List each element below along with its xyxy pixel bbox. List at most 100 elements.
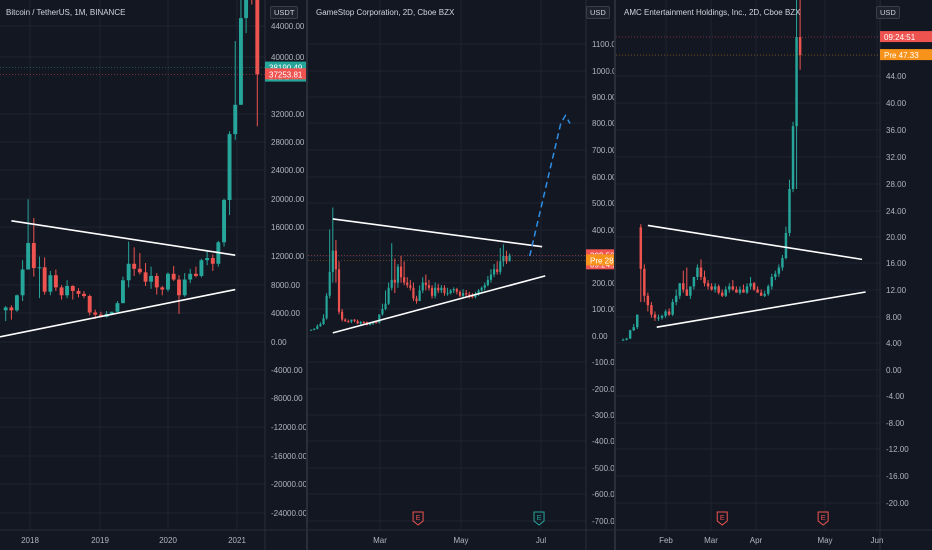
candle-body xyxy=(731,286,735,290)
candle-body xyxy=(149,275,154,282)
candle-body xyxy=(446,293,449,295)
candle-body xyxy=(350,319,353,322)
price-tag-label: Pre 283.50 xyxy=(590,256,614,265)
candle-body xyxy=(424,282,427,286)
candle-body xyxy=(434,287,437,296)
pane-divider[interactable] xyxy=(306,0,308,550)
candle-body xyxy=(65,285,70,296)
candle-body xyxy=(437,287,440,291)
candle-body xyxy=(713,286,717,290)
candle-body xyxy=(752,283,756,290)
y-tick-label: 20.00 xyxy=(886,233,907,242)
chart-canvas-gme[interactable]: 1100.00 1000.00 900.00 800.00 700.00 600.00 50… xyxy=(308,0,614,550)
candle-body xyxy=(646,295,650,306)
trendline xyxy=(0,288,236,338)
candle-body xyxy=(26,243,31,270)
currency-badge-gme[interactable]: USD xyxy=(586,6,610,19)
price-tag-bg xyxy=(880,31,932,43)
candle-body xyxy=(508,255,511,262)
candle-body xyxy=(109,311,114,314)
candle-body xyxy=(387,287,390,304)
candle-body xyxy=(98,314,103,317)
candle-body xyxy=(359,321,362,324)
candle-body xyxy=(353,319,356,321)
x-tick-label: 2018 xyxy=(21,536,39,545)
y-tick-label: -8000.00 xyxy=(271,394,303,403)
y-tick-label: 700.00 xyxy=(592,146,614,155)
y-tick-label: 800.00 xyxy=(592,119,614,128)
candle-body xyxy=(316,326,319,329)
earnings-event-icon xyxy=(412,511,424,526)
candle-body xyxy=(671,302,674,315)
chart-canvas-btc[interactable]: 44000.00 40000.00 32000.00 28000.00 24000.00… xyxy=(0,0,306,550)
y-tick-label: 8.00 xyxy=(886,313,902,322)
candle-body xyxy=(244,0,249,19)
candle-body xyxy=(745,286,749,293)
candle-body xyxy=(717,286,720,293)
candle-body xyxy=(632,327,635,331)
candle-body xyxy=(233,104,238,135)
price-tag-bg xyxy=(586,254,614,266)
candle-body xyxy=(636,314,639,328)
candle-body xyxy=(82,293,86,296)
candle-body xyxy=(724,289,727,296)
candle-body xyxy=(143,272,148,282)
candle-body xyxy=(738,289,742,293)
y-tick-label: -20.00 xyxy=(886,499,909,508)
candle-body xyxy=(328,271,331,296)
y-tick-label: 44000.00 xyxy=(271,22,305,31)
candle-body xyxy=(763,293,766,296)
candle-body xyxy=(505,256,508,262)
pane-divider[interactable] xyxy=(614,0,616,550)
candle-body xyxy=(9,307,14,311)
candle-body xyxy=(674,295,678,303)
candle-body xyxy=(774,273,777,277)
candle-body xyxy=(489,274,493,280)
y-tick-label: 100.00 xyxy=(592,305,614,314)
candle-body xyxy=(3,307,8,311)
candle-body xyxy=(126,263,131,281)
y-tick-label: 16.00 xyxy=(886,259,907,268)
trendline xyxy=(11,220,236,256)
candle-body xyxy=(59,287,64,296)
candle-body xyxy=(48,275,53,292)
y-tick-label: 24.00 xyxy=(886,207,907,216)
y-tick-label: 8000.00 xyxy=(271,281,300,290)
y-tick-label: 32.00 xyxy=(886,153,907,162)
candle-body xyxy=(791,126,795,190)
x-tick-label: 2021 xyxy=(228,536,246,545)
candle-body xyxy=(384,303,387,309)
currency-badge-btc[interactable]: USDT xyxy=(270,6,299,19)
candle-body xyxy=(421,282,424,291)
trendline xyxy=(332,218,543,248)
candle-body xyxy=(356,320,359,324)
y-tick-label: -700.00 xyxy=(592,517,614,526)
candle-body xyxy=(154,275,159,288)
candle-body xyxy=(171,273,176,280)
candle-body xyxy=(403,277,406,283)
candle-body xyxy=(368,323,372,325)
chart-pane-gme[interactable]: 1100.00 1000.00 900.00 800.00 700.00 600.00 50… xyxy=(308,0,614,550)
candle-body xyxy=(440,287,443,291)
candle-body xyxy=(699,267,703,277)
candle-body xyxy=(31,243,36,269)
chart-canvas-amc[interactable]: 44.00 40.00 36.00 32.00 28.00 24.00 20.00 16.00… xyxy=(616,0,932,550)
candle-body xyxy=(749,283,752,287)
candle-body xyxy=(182,279,187,296)
y-tick-label: -16000.00 xyxy=(271,452,306,461)
earnings-event-label: E xyxy=(416,515,421,522)
chart-pane-amc[interactable]: 44.00 40.00 36.00 32.00 28.00 24.00 20.00 16.00… xyxy=(616,0,932,550)
y-tick-label: 600.00 xyxy=(592,173,614,182)
chart-pane-btc[interactable]: 44000.00 40000.00 32000.00 28000.00 24000.00… xyxy=(0,0,306,550)
candle-body xyxy=(443,287,446,294)
candle-body xyxy=(334,250,337,270)
x-tick-label: Jun xyxy=(871,536,884,545)
x-tick-label: Feb xyxy=(659,536,673,545)
y-tick-label: -24.00 xyxy=(886,0,909,2)
y-tick-label: 16000.00 xyxy=(271,223,305,232)
candle-body xyxy=(788,189,791,233)
x-tick-label: May xyxy=(453,536,468,545)
candle-body xyxy=(653,314,657,318)
currency-badge-amc[interactable]: USD xyxy=(876,6,900,19)
candle-body xyxy=(160,287,165,290)
